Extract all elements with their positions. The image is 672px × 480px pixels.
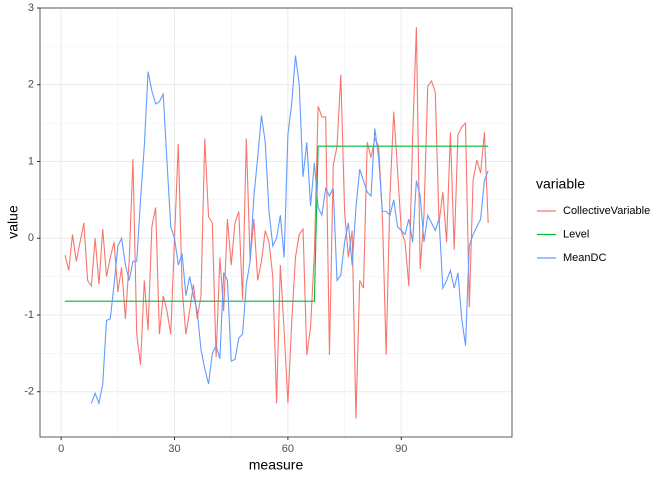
- x-tick-label: 60: [282, 443, 294, 455]
- series-line: [90, 55, 489, 406]
- y-axis-title: value: [5, 205, 21, 239]
- y-tick-label: 1: [28, 155, 34, 167]
- y-tick-label: -1: [24, 309, 34, 321]
- x-axis-title: measure: [249, 457, 304, 473]
- legend-label: CollectiveVariable: [563, 205, 650, 217]
- legend-label: Level: [563, 228, 589, 240]
- x-tick-label: 30: [168, 443, 180, 455]
- legend-label: MeanDC: [563, 252, 606, 264]
- y-tick-label: 0: [28, 232, 34, 244]
- x-tick-label: 90: [395, 443, 407, 455]
- series-line: [64, 145, 489, 302]
- panel-border: [39, 7, 513, 438]
- legend-title: variable: [536, 176, 585, 192]
- y-tick-label: 2: [28, 79, 34, 91]
- x-tick-label: 0: [58, 443, 64, 455]
- y-tick-label: 3: [28, 2, 34, 14]
- series-line: [64, 27, 489, 419]
- y-tick-label: -2: [24, 386, 34, 398]
